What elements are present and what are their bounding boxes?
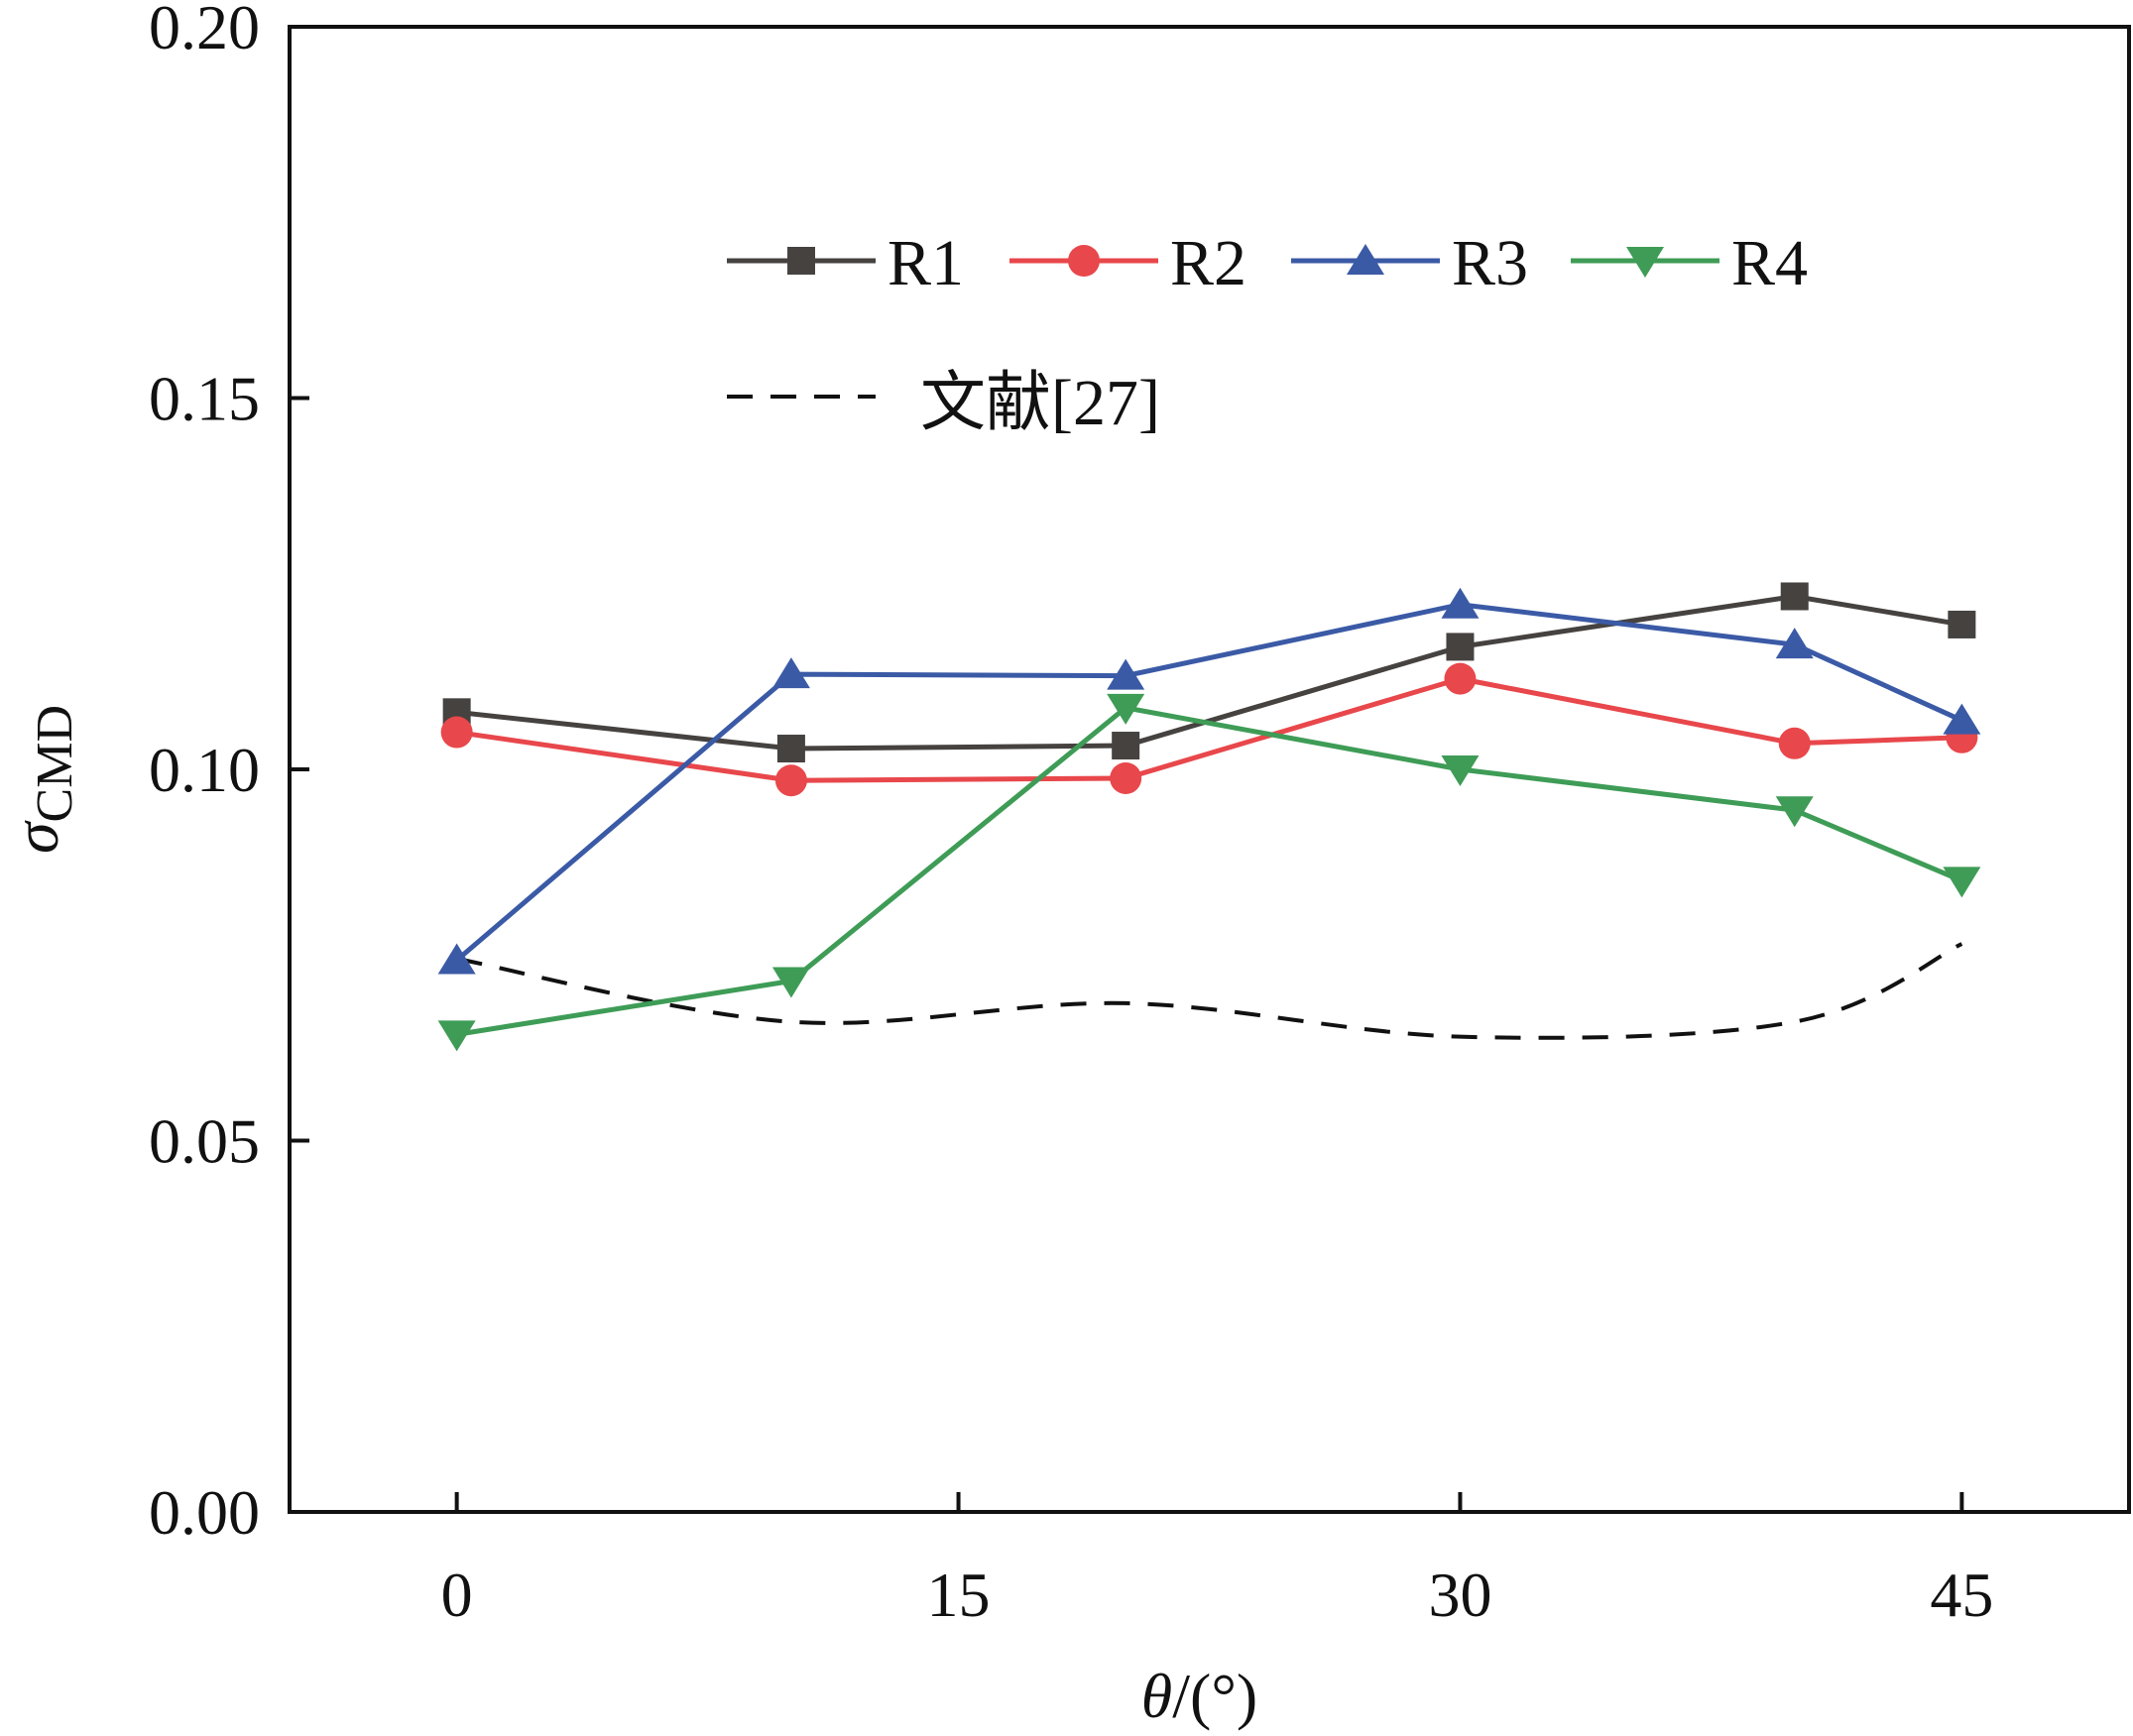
y-axis-label-subscript: CMD	[27, 705, 83, 822]
x-tick-label-1: 15	[927, 1560, 991, 1630]
y-tick-label-1: 0.05	[149, 1106, 260, 1177]
y-tick-label-3: 0.15	[149, 364, 260, 434]
series-line-r1	[456, 593, 1962, 752]
data-point-r2-3	[1444, 662, 1477, 695]
reference-line-dashed	[456, 942, 1963, 1040]
data-point-r1-3	[1446, 633, 1475, 661]
legend-label-r2: R2	[1170, 227, 1246, 299]
data-point-r3-0	[437, 943, 476, 975]
legend-label-r4: R4	[1731, 227, 1808, 299]
series-line-r3	[455, 602, 1963, 963]
data-point-r3-5	[1943, 703, 1981, 735]
data-point-r4-4	[1775, 796, 1814, 828]
data-point-r4-0	[437, 1020, 476, 1052]
data-point-r4-5	[1943, 867, 1981, 898]
legend-marker-r4	[1626, 247, 1664, 278]
data-point-r1-2	[1112, 732, 1140, 760]
data-point-r1-5	[1948, 610, 1976, 638]
legend-label-r3: R3	[1452, 227, 1528, 299]
data-point-r1-1	[776, 735, 805, 763]
x-tick-label-0: 0	[441, 1560, 473, 1630]
data-point-r1-4	[1780, 582, 1809, 611]
data-point-r4-2	[1107, 693, 1145, 725]
legend-label-reference: 文献[27]	[920, 367, 1160, 439]
data-point-r2-4	[1778, 727, 1811, 759]
series-line-r2	[456, 676, 1962, 783]
y-tick-label-0: 0.00	[149, 1477, 260, 1548]
y-axis-label-symbol: σ	[1, 820, 71, 854]
data-point-r3-2	[1107, 658, 1145, 690]
legend-marker-r3	[1347, 244, 1384, 275]
legend-marker-r1	[787, 247, 815, 275]
legend-label-r1: R1	[888, 227, 964, 299]
data-point-r2-1	[774, 764, 807, 797]
data-point-r3-4	[1775, 628, 1814, 659]
data-point-r2-2	[1110, 761, 1142, 794]
y-axis-label: σCMD	[1, 705, 83, 854]
x-axis-label-symbol: θ	[1141, 1661, 1172, 1731]
legend-marker-r2	[1068, 245, 1100, 277]
series-line-r4	[456, 705, 1963, 1037]
x-axis-label: θ/(°)	[1141, 1661, 1257, 1731]
y-tick-label-2: 0.10	[149, 735, 260, 805]
data-point-r2-0	[440, 716, 473, 749]
x-tick-label-3: 45	[1930, 1560, 1993, 1630]
x-axis-label-unit: /(°)	[1172, 1661, 1257, 1731]
y-tick-label-4: 0.20	[149, 0, 260, 62]
data-point-r3-1	[771, 657, 810, 689]
x-tick-label-2: 30	[1428, 1560, 1491, 1630]
data-point-r4-1	[771, 967, 810, 998]
data-point-r3-3	[1441, 587, 1480, 619]
data-point-r4-3	[1441, 755, 1480, 786]
